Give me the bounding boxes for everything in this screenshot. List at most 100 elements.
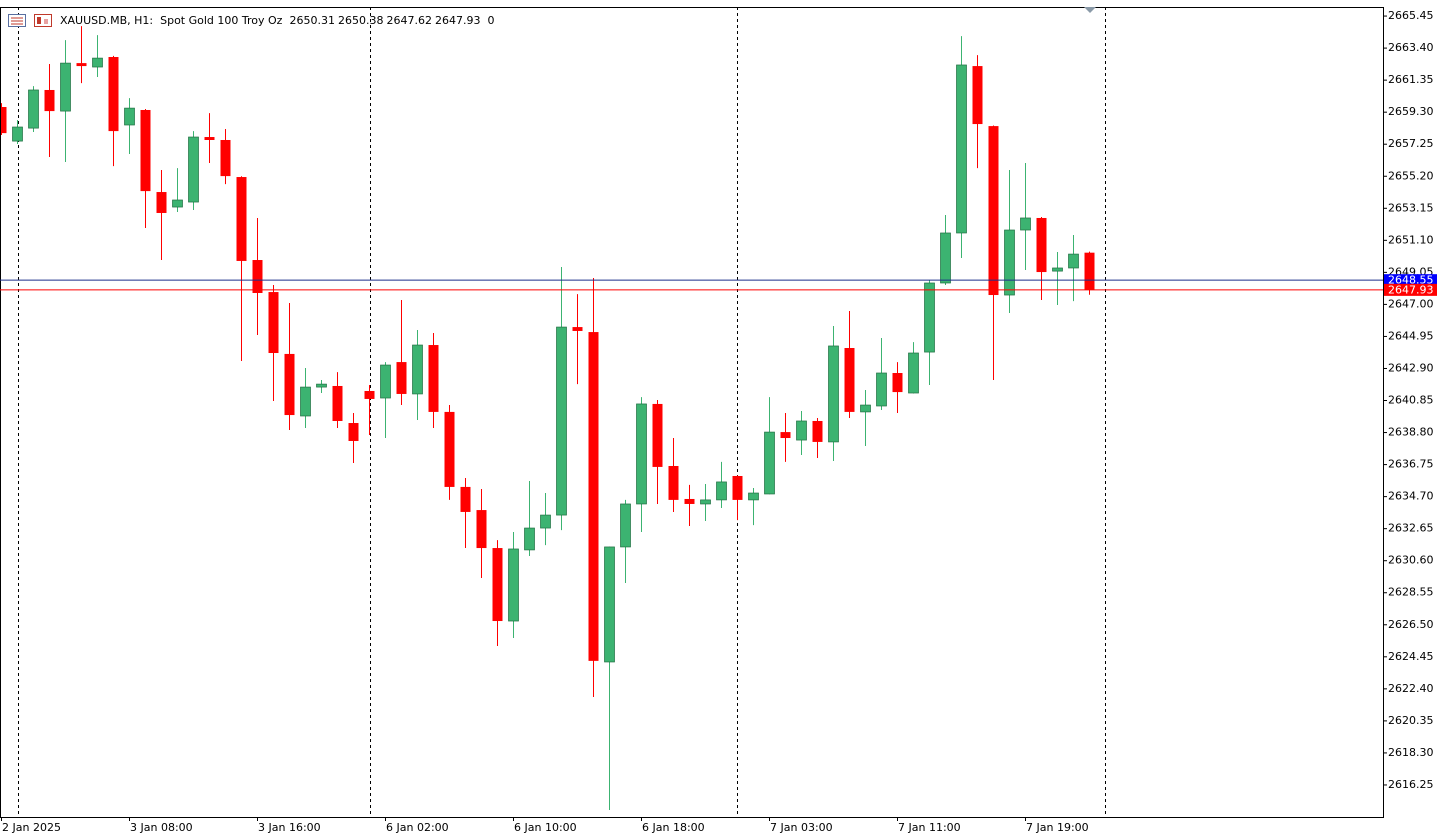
candle-body (108, 57, 119, 132)
chart-header: XAUUSD.MB, H1: Spot Gold 100 Troy Oz 2650… (60, 14, 494, 27)
period-separators (18, 7, 1106, 817)
x-tick-label: 7 Jan 19:00 (1026, 821, 1089, 834)
candle-body (28, 89, 39, 129)
candle-body (76, 63, 87, 67)
candle-body (812, 420, 823, 442)
candle-body (172, 199, 183, 208)
header-open: 2650.31 (289, 14, 335, 27)
candle-body (1020, 217, 1031, 231)
y-tick-label: 2628.55 (1388, 586, 1434, 599)
bid-label-box (1384, 283, 1437, 296)
candle-body (428, 345, 439, 412)
ask-label: 2648.55 (1388, 274, 1434, 287)
candle-body (988, 126, 999, 296)
candle-body (636, 403, 647, 505)
candle-body (748, 492, 759, 501)
x-tick-label: 3 Jan 16:00 (258, 821, 321, 834)
plot-frame (0, 7, 1384, 818)
y-tick-label: 2638.80 (1388, 426, 1434, 439)
y-tick-label: 2655.20 (1388, 169, 1434, 182)
x-tick-label: 6 Jan 02:00 (386, 821, 449, 834)
header-icons (8, 14, 52, 27)
candle-body (348, 423, 359, 441)
candle-body (556, 326, 567, 516)
candle-body (540, 514, 551, 529)
ask-label-box (1384, 274, 1437, 287)
candle-body (60, 62, 71, 112)
y-tick-label: 2624.45 (1388, 650, 1434, 663)
icon (37, 17, 41, 24)
candle-body (364, 390, 375, 399)
x-tick-label: 7 Jan 03:00 (770, 821, 833, 834)
candle-body (476, 510, 487, 549)
candle-body (972, 66, 983, 125)
y-tick-label: 2665.45 (1388, 9, 1434, 22)
y-tick-label: 2630.60 (1388, 554, 1434, 567)
candle-body (604, 546, 615, 663)
candle-body (1052, 267, 1063, 272)
y-tick-label: 2661.35 (1388, 73, 1434, 86)
candle-body (908, 352, 919, 394)
candle-body (844, 348, 855, 412)
candle-body (188, 136, 199, 203)
header-low: 2647.62 (386, 14, 432, 27)
candle-body (412, 344, 423, 395)
candle-body (860, 404, 871, 413)
candle-body (300, 386, 311, 417)
y-tick-label: 2657.25 (1388, 137, 1434, 150)
candle-body (332, 385, 343, 421)
candle-body (0, 107, 7, 134)
candle-body (732, 475, 743, 500)
header-high: 2650.38 (338, 14, 384, 27)
candle-body (236, 177, 247, 261)
candle-body (668, 465, 679, 500)
candle-body (956, 64, 967, 234)
candle-body (380, 364, 391, 399)
candle-body (284, 353, 295, 416)
y-tick-label: 2663.40 (1388, 41, 1434, 54)
candle-body (572, 327, 583, 331)
candle-body (204, 137, 215, 140)
candle-body (268, 292, 279, 354)
shift-marker (1084, 7, 1096, 13)
y-tick-label: 2618.30 (1388, 746, 1434, 759)
x-tick-label: 7 Jan 11:00 (898, 821, 961, 834)
candle-body (492, 548, 503, 622)
y-tick-label: 2644.95 (1388, 329, 1434, 342)
candle-body (764, 431, 775, 495)
y-tick-label: 2642.90 (1388, 361, 1434, 374)
y-tick-label: 2640.85 (1388, 394, 1434, 407)
x-tick-label: 3 Jan 08:00 (130, 821, 193, 834)
y-tick-label: 2620.35 (1388, 714, 1434, 727)
y-tick-label: 2632.65 (1388, 522, 1434, 535)
y-tick-label: 2647.00 (1388, 297, 1434, 310)
y-tick-label: 2653.15 (1388, 201, 1434, 214)
plot (0, 26, 1095, 810)
candle-body (684, 498, 695, 504)
y-tick-label: 2622.40 (1388, 682, 1434, 695)
candle-body (1084, 252, 1095, 290)
candle-body (524, 527, 535, 551)
candle-body (828, 345, 839, 443)
candle-body (716, 481, 727, 501)
candle-body (588, 332, 599, 661)
y-tick-label: 2634.70 (1388, 490, 1434, 503)
y-tick-label: 2626.50 (1388, 618, 1434, 631)
candle-body (796, 420, 807, 441)
candle-body (892, 373, 903, 393)
header-close: 2647.93 (435, 14, 481, 27)
candle-body (444, 411, 455, 487)
candle-body (508, 548, 519, 622)
candle-body (44, 89, 55, 112)
candle-body (620, 503, 631, 548)
candle-body (92, 57, 103, 68)
candle-body (140, 109, 151, 192)
candle-body (924, 282, 935, 353)
x-tick-label: 2 Jan 2025 (2, 821, 61, 834)
header-volume: 0 (487, 14, 494, 27)
candle-body (124, 107, 135, 126)
candle-body (460, 486, 471, 512)
candle-body (156, 192, 167, 213)
